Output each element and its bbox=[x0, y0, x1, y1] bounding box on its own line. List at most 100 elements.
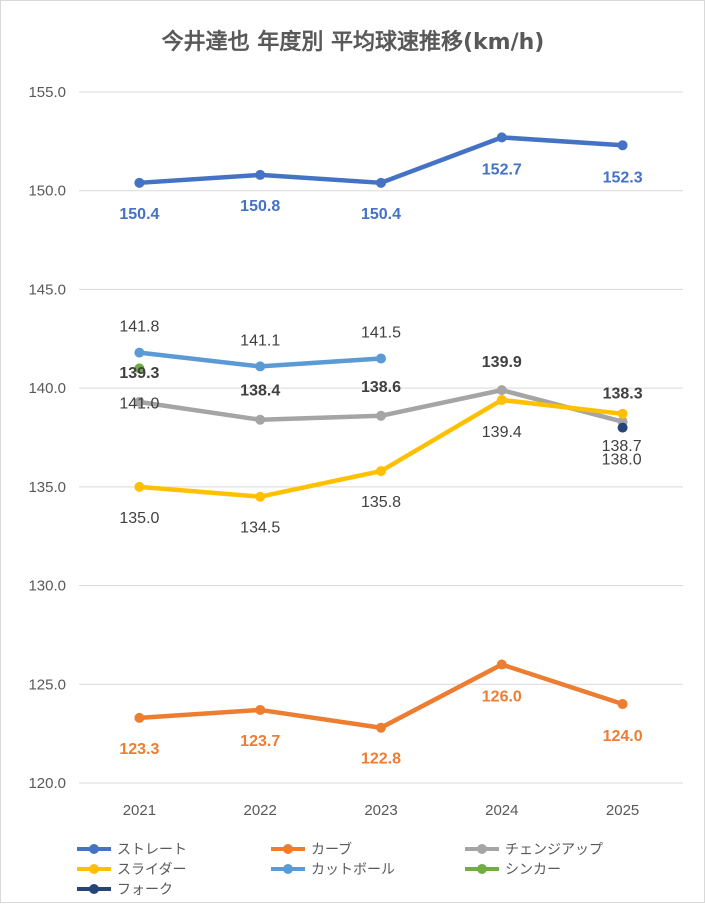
data-label: 122.8 bbox=[361, 751, 401, 768]
data-point bbox=[255, 169, 266, 180]
data-label: 152.3 bbox=[603, 169, 643, 186]
series-2 bbox=[134, 385, 628, 427]
legend-item: カットボール bbox=[271, 862, 395, 878]
data-label: 139.4 bbox=[482, 424, 522, 441]
data-label: 150.4 bbox=[119, 206, 159, 223]
legend-label: カーブ bbox=[311, 841, 352, 858]
x-tick-label: 2021 bbox=[123, 802, 156, 819]
data-label: 139.3 bbox=[119, 365, 159, 382]
x-tick-label: 2023 bbox=[364, 802, 397, 819]
data-point bbox=[376, 353, 386, 364]
y-tick-label: 120.0 bbox=[28, 775, 66, 792]
legend-marker bbox=[89, 884, 99, 894]
legend-marker bbox=[89, 864, 99, 874]
y-tick-label: 140.0 bbox=[28, 380, 66, 397]
y-tick-label: 135.0 bbox=[28, 479, 66, 496]
data-point bbox=[376, 466, 386, 477]
legend-marker bbox=[283, 844, 293, 854]
data-label: 135.0 bbox=[119, 510, 159, 527]
data-label: 139.9 bbox=[482, 354, 522, 371]
legend-label: シンカー bbox=[505, 862, 561, 878]
series-line bbox=[137, 135, 625, 186]
legend-marker bbox=[477, 864, 487, 874]
data-label: 138.4 bbox=[240, 383, 280, 400]
data-point bbox=[617, 140, 628, 151]
legend-label: チェンジアップ bbox=[505, 842, 603, 858]
data-label: 150.8 bbox=[240, 198, 280, 215]
y-tick-label: 125.0 bbox=[28, 676, 66, 693]
series-1 bbox=[134, 659, 628, 733]
data-label: 138.0 bbox=[602, 452, 642, 469]
data-label: 123.3 bbox=[119, 741, 159, 758]
legend-item: カーブ bbox=[271, 841, 352, 858]
data-point bbox=[255, 361, 266, 372]
data-label: 141.1 bbox=[240, 332, 280, 349]
legend-item: チェンジアップ bbox=[465, 842, 603, 858]
y-tick-label: 145.0 bbox=[28, 281, 66, 298]
data-label: 141.8 bbox=[119, 319, 159, 336]
data-point bbox=[255, 704, 266, 715]
data-point bbox=[134, 363, 145, 374]
legend-label: スライダー bbox=[117, 862, 186, 878]
data-point bbox=[376, 410, 386, 421]
series-4 bbox=[134, 347, 386, 372]
series-3 bbox=[134, 394, 628, 502]
data-point bbox=[617, 699, 628, 710]
x-tick-label: 2025 bbox=[606, 802, 639, 819]
legend-label: ストレート bbox=[117, 842, 187, 858]
data-label: 135.8 bbox=[361, 494, 401, 511]
legend-item: シンカー bbox=[465, 862, 561, 878]
legend-item: フォーク bbox=[77, 882, 173, 898]
data-label: 138.6 bbox=[361, 379, 401, 396]
data-label: 126.0 bbox=[482, 689, 522, 706]
data-label: 152.7 bbox=[482, 161, 522, 178]
data-point bbox=[255, 414, 266, 425]
gridlines bbox=[79, 91, 683, 784]
data-labels: 150.4 150.8 150.4 152.7 152.3 123.3 123.7 122.8… bbox=[119, 161, 642, 767]
data-point bbox=[134, 396, 145, 407]
axes: 120.0 125.0 130.0 135.0 140.0 145.0 150.0 155.0… bbox=[28, 84, 639, 819]
data-point bbox=[134, 712, 145, 723]
data-point bbox=[255, 491, 266, 502]
series-5 bbox=[134, 363, 145, 374]
series-6 bbox=[617, 422, 628, 433]
data-label: 141.0 bbox=[119, 395, 159, 412]
data-label: 150.4 bbox=[361, 206, 401, 223]
legend-item: ストレート bbox=[77, 842, 187, 858]
series-0 bbox=[134, 132, 628, 188]
series-line bbox=[137, 662, 625, 730]
y-tick-label: 155.0 bbox=[28, 84, 66, 101]
legend-label: フォーク bbox=[117, 882, 173, 898]
legend-marker bbox=[89, 844, 99, 854]
legend-marker bbox=[283, 864, 293, 874]
data-point bbox=[376, 722, 386, 733]
data-point bbox=[496, 132, 507, 143]
data-point bbox=[496, 659, 507, 670]
data-label: 134.5 bbox=[240, 520, 280, 537]
data-label: 124.0 bbox=[603, 728, 643, 745]
data-point bbox=[617, 408, 628, 419]
data-point bbox=[617, 422, 628, 433]
data-label: 138.3 bbox=[603, 386, 643, 403]
y-tick-label: 150.0 bbox=[28, 183, 66, 200]
x-tick-label: 2024 bbox=[485, 802, 518, 819]
legend-label: カットボール bbox=[311, 862, 395, 878]
legend-marker bbox=[477, 844, 487, 854]
chart-title: 今井達也 年度別 平均球速推移(km/h) bbox=[162, 29, 545, 55]
data-point bbox=[496, 394, 507, 405]
data-point bbox=[496, 385, 507, 396]
data-point bbox=[376, 177, 386, 188]
x-tick-label: 2022 bbox=[244, 802, 277, 819]
data-point bbox=[134, 177, 145, 188]
data-label: 141.5 bbox=[361, 325, 401, 342]
data-label: 123.7 bbox=[240, 733, 280, 750]
y-tick-label: 130.0 bbox=[28, 578, 66, 595]
series-lines bbox=[134, 132, 628, 733]
data-point bbox=[134, 481, 145, 492]
data-point bbox=[134, 347, 145, 358]
data-label: 138.7 bbox=[602, 438, 642, 455]
legend-item: スライダー bbox=[77, 862, 186, 878]
